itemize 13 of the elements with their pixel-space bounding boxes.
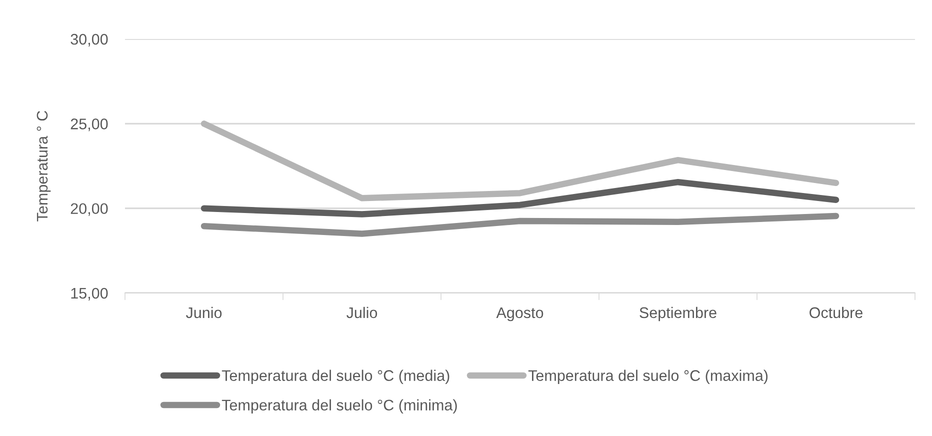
legend-label: Temperatura del suelo °C (media) [222, 370, 450, 384]
x-tick-label: Junio [186, 306, 222, 318]
y-tick-label: 30,00 [70, 34, 108, 46]
y-tick-label: 15,00 [71, 288, 108, 300]
y-tick-label: 20,00 [70, 203, 108, 216]
x-tick-label: Octubre [810, 306, 862, 318]
x-tick-label: Julio [346, 306, 378, 318]
legend-label: Temperatura del suelo °C (maxima) [528, 370, 768, 384]
y-tick-label: 25,00 [70, 118, 108, 132]
x-tick-label: Septiembre [640, 306, 716, 322]
legend-label: Temperatura del suelo °C (minima) [222, 399, 457, 414]
y-axis-title: Temperatura ° C [36, 110, 51, 222]
x-tick-label: Agosto [496, 307, 544, 322]
